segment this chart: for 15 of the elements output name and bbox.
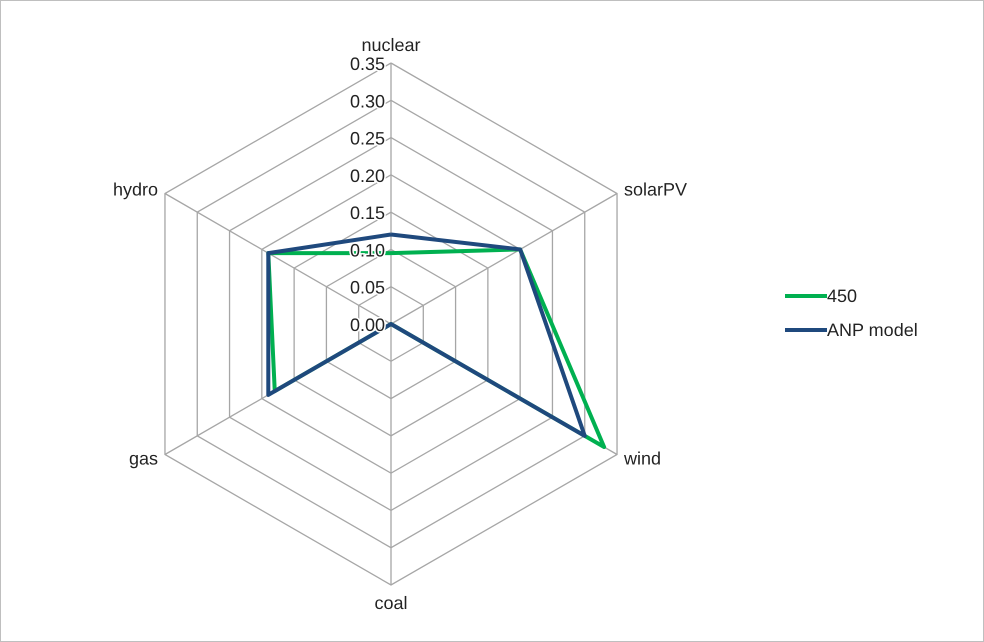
y-tick-label: 0.05 — [350, 278, 385, 298]
legend-label: ANP model — [827, 320, 918, 340]
y-tick-label: 0.35 — [350, 54, 385, 74]
legend-label: 450 — [827, 286, 858, 306]
spoke-label: gas — [129, 448, 158, 468]
spoke-label: wind — [622, 448, 661, 468]
y-tick-label: 0.30 — [350, 91, 385, 112]
y-tick-label: 0.20 — [350, 166, 385, 186]
y-tick-label: 0.25 — [350, 128, 385, 149]
spoke-label: coal — [374, 593, 408, 613]
spoke-label: nuclear — [361, 35, 421, 55]
y-tick-label: 0.00 — [350, 315, 385, 335]
spoke-label: hydro — [113, 180, 158, 200]
y-tick-label: 0.15 — [350, 203, 385, 224]
spoke-label: solarPV — [624, 180, 687, 200]
